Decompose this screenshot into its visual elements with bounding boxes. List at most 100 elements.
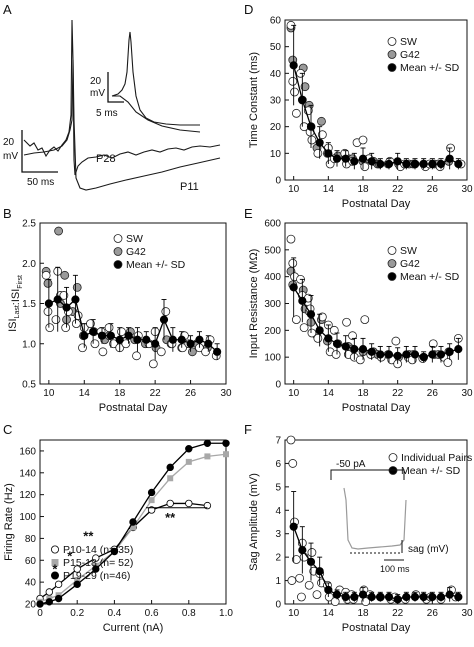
x-tick-label: 30	[461, 184, 473, 195]
point-p10-14	[54, 580, 63, 589]
mean-point	[419, 159, 428, 169]
sw-point	[342, 317, 351, 327]
x-tick-label: 26	[427, 184, 439, 195]
x-tick-label: 18	[357, 388, 369, 399]
y-tick-label: 140	[19, 468, 36, 479]
sw-point	[290, 87, 299, 97]
legend-label: SW	[400, 245, 417, 257]
point-p10-14	[45, 588, 53, 596]
y-tick-label: 120	[19, 490, 36, 501]
sw-point	[41, 270, 51, 280]
mean-point	[315, 326, 324, 335]
y-tick-label: 1.5	[22, 299, 36, 310]
sw-point	[121, 339, 131, 349]
inset-current-step	[330, 469, 405, 480]
chart-c-firing-rate: 0 0.2 0.4 0.6 0.8 1.0 20 40 60 80 100 120 140 160 Curr…	[3, 439, 233, 634]
scale-main-v-unit: mV	[3, 151, 18, 162]
legend-label: Mean +/- SD	[400, 62, 460, 74]
scale-main-t: 50 ms	[27, 177, 54, 188]
y-axis-label-part: :ISI	[10, 289, 22, 306]
mean-point	[177, 335, 186, 344]
mean-point	[133, 335, 142, 344]
x-axis-label: Postnatal Day	[342, 198, 411, 210]
legend-marker	[387, 246, 397, 255]
mean-point	[115, 335, 124, 344]
y-tick-label: 6	[275, 459, 281, 470]
mean-point	[324, 585, 333, 595]
mean-point	[428, 159, 437, 169]
g42-point	[60, 270, 70, 280]
y-tick-label: 0	[275, 600, 281, 611]
y-axis-label: Firing Rate (Hz)	[3, 483, 15, 561]
y-tick-label: 200	[264, 326, 281, 337]
x-tick-label: 1.0	[219, 608, 233, 619]
mean-point	[106, 331, 115, 340]
sw-point	[307, 328, 317, 338]
mean-point	[44, 299, 53, 308]
chart-f-sag-amplitude: 10 14 18 22 26 30 0 1 2 3 4 5 6 7 Postnatal Day Individ…	[248, 436, 473, 635]
sw-point	[43, 307, 53, 316]
point-p15-18	[74, 576, 81, 583]
x-tick-label: 22	[392, 388, 404, 399]
sw-point	[428, 339, 438, 349]
sw-point	[299, 323, 309, 333]
mean-point	[289, 283, 298, 292]
mean-point	[376, 159, 385, 169]
chart-e-input-resistance: 10 14 18 22 26 300100200300400500600Postnatal…	[248, 219, 473, 415]
mean-point	[89, 327, 98, 336]
mean-point	[324, 149, 333, 158]
mean-point	[306, 557, 316, 566]
sw-point	[98, 347, 108, 357]
point-p15-18	[223, 451, 229, 458]
mean-point	[428, 350, 437, 359]
mean-point	[445, 347, 454, 356]
mean-point	[62, 303, 71, 312]
mean-point	[367, 592, 376, 602]
sw-point	[61, 323, 71, 333]
point-p10-14	[92, 554, 100, 562]
scale-bar-inset	[107, 72, 124, 103]
sw-point	[317, 130, 327, 140]
x-tick-label: 22	[392, 184, 404, 195]
mean-point	[350, 157, 359, 166]
sw-point	[331, 350, 341, 359]
mean-point	[376, 592, 385, 602]
pair-point	[297, 592, 306, 602]
mean-point	[306, 310, 316, 319]
y-tick-label: 10	[270, 149, 282, 160]
point-p10-14	[147, 506, 156, 514]
y-tick-label: 60	[270, 16, 282, 27]
mean-point	[124, 331, 133, 340]
mean-point	[195, 335, 204, 344]
panel-f-inset: -50 pA sag (mV) 100 ms	[330, 459, 449, 574]
y-tick-label: 5	[275, 482, 281, 493]
g42-point	[43, 278, 53, 288]
mean-point	[358, 345, 368, 354]
x-tick-label: 0.2	[70, 608, 84, 619]
legend-label: Mean +/- SD	[126, 259, 186, 271]
mean-point	[402, 592, 411, 602]
legend-label: SW	[400, 36, 417, 48]
plot-frame	[284, 222, 468, 385]
x-tick-label: 26	[185, 388, 197, 399]
sw-point	[71, 319, 81, 329]
mean-point	[332, 590, 342, 599]
x-tick-label: 26	[427, 608, 439, 619]
y-tick-label: 2	[275, 553, 281, 564]
scale-inset-t: 5 ms	[96, 108, 118, 119]
y-tick-label: 1	[275, 576, 281, 587]
plot-frame	[284, 19, 468, 181]
sw-point	[161, 307, 171, 316]
mean-point	[298, 95, 307, 105]
legend-label: G42	[400, 49, 420, 61]
mean-point	[402, 159, 411, 169]
scale-bar-main	[21, 130, 58, 173]
y-tick-label: 100	[264, 353, 281, 364]
x-tick-label: 10	[288, 388, 300, 399]
sw-point	[307, 135, 317, 145]
sw-point	[313, 333, 323, 343]
pair-point	[287, 576, 297, 585]
x-tick-label: 0	[37, 608, 43, 619]
inset-sag-label: sag (mV)	[408, 544, 449, 555]
mean-point	[306, 122, 316, 131]
